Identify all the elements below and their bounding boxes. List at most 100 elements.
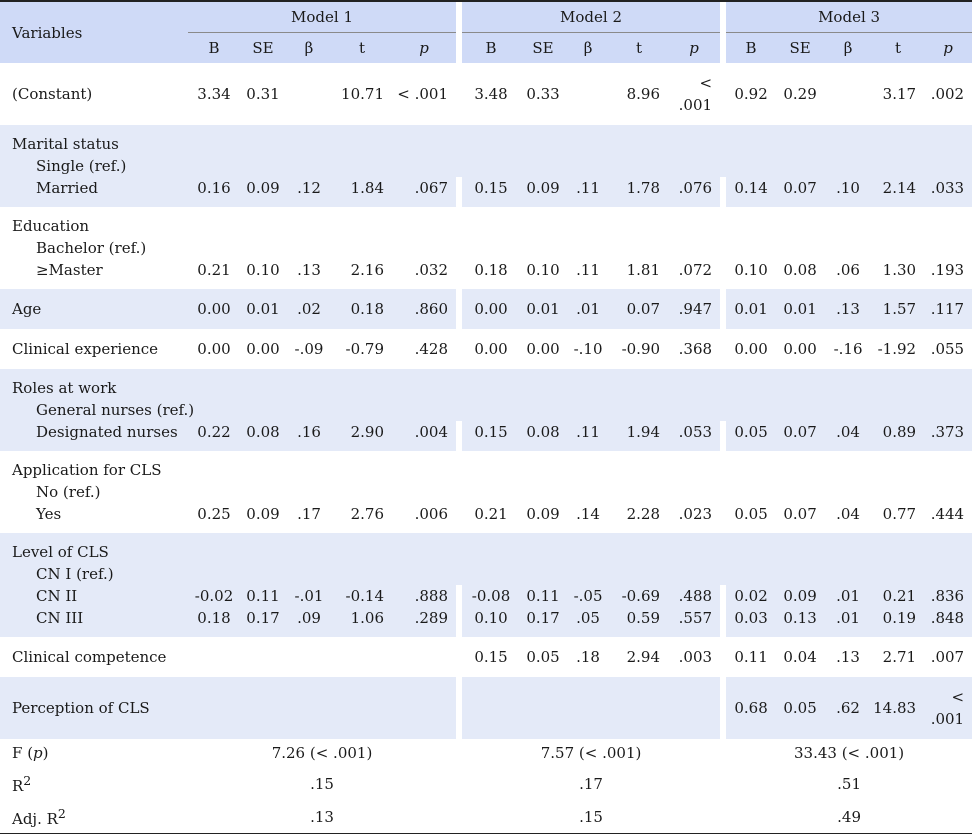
cell-beta	[286, 637, 332, 677]
cell-b: 0.21	[197, 261, 231, 279]
cell-se: 0.31	[246, 85, 280, 103]
cell-p: < .001	[924, 677, 972, 739]
cell-p: .053	[668, 421, 721, 451]
cell-t	[332, 677, 392, 739]
stat-header: B	[726, 32, 777, 63]
cell-b: -0.08	[462, 585, 521, 607]
cell-b: 0.18	[188, 607, 240, 637]
row-label: Single (ref.)	[0, 155, 188, 177]
cell-beta: .09	[286, 607, 332, 637]
cell-t: 1.84	[332, 177, 392, 207]
cell-p: .488	[668, 585, 721, 607]
cell-p: .003	[678, 648, 713, 666]
top-rule	[0, 0, 972, 2]
cell-b: 0.00	[188, 289, 240, 329]
cell-beta	[286, 63, 332, 125]
table-row: Education	[0, 207, 972, 237]
cell-se: 0.07	[776, 421, 825, 451]
cell-b: 0.05	[726, 421, 777, 451]
stat-header: p	[392, 32, 457, 63]
row-label: Perception of CLS	[0, 677, 188, 739]
row-label: Adj. R2	[12, 806, 66, 828]
table-row: Married 0.16 0.09.12 1.84.067 0.15 0.09.11 1.…	[0, 177, 972, 207]
cell-t: 0.07	[610, 289, 669, 329]
fit-value: .13	[310, 807, 334, 826]
cell-p: .067	[392, 177, 457, 207]
cell-b: 0.01	[726, 289, 777, 329]
cell-b: 0.00	[462, 289, 521, 329]
cell-p: .072	[678, 261, 713, 279]
cell-beta: .06	[836, 261, 860, 279]
cell-p: .444	[930, 505, 965, 523]
table-row: General nurses (ref.)	[0, 399, 972, 421]
cell-t: -0.90	[621, 340, 661, 358]
fit-row-r2: R2 .15 .17 .51	[0, 767, 972, 800]
table-row: No (ref.)	[0, 481, 972, 503]
cell-beta: .01	[824, 607, 873, 637]
fit-value: 7.26 (< .001)	[271, 744, 373, 762]
cell-se: 0.00	[783, 340, 817, 358]
cell-t: 14.83	[872, 677, 925, 739]
fit-row-f: F (p) 7.26 (< .001) 7.57 (< .001) 33.43 …	[0, 739, 972, 767]
cell-beta: -.05	[566, 585, 611, 607]
cell-t: 1.78	[610, 177, 669, 207]
cell-p	[392, 637, 456, 677]
cell-se: 0.05	[526, 648, 560, 666]
row-label: R2	[12, 773, 32, 795]
row-label: Level of CLS	[0, 533, 188, 563]
cell-beta: .62	[824, 677, 873, 739]
cell-beta: .10	[824, 177, 873, 207]
cell-beta: .04	[824, 421, 873, 451]
cell-beta: .05	[566, 607, 611, 637]
row-label: (Constant)	[12, 85, 93, 103]
cell-beta: -.09	[294, 340, 324, 358]
table-row: CN III 0.18 0.17.09 1.06.289 0.10 0.17.05 0.5…	[0, 607, 972, 637]
cell-t	[332, 637, 392, 677]
cell-se: 0.13	[776, 607, 825, 637]
row-label: Application for CLS	[12, 461, 162, 479]
row-label: CN III	[0, 607, 188, 637]
cell-t: 10.71	[341, 85, 384, 103]
cell-p: .193	[930, 261, 965, 279]
fit-value: .15	[579, 807, 603, 826]
cell-b: 0.00	[734, 340, 768, 358]
cell-p: < .001	[397, 85, 449, 103]
cell-p	[668, 677, 721, 739]
cell-p: < .001	[678, 74, 713, 114]
cell-p: .373	[924, 421, 972, 451]
row-label: ≥Master	[36, 261, 103, 279]
cell-t: 0.59	[610, 607, 669, 637]
cell-p: .888	[392, 585, 457, 607]
cell-b: 0.03	[726, 607, 777, 637]
cell-beta: .11	[566, 177, 611, 207]
fit-value: .17	[579, 774, 603, 793]
table-row: Clinical competence 0.15 0.05 .18 2.94 .003 0…	[0, 637, 972, 677]
cell-b: 3.48	[474, 85, 508, 103]
cell-t: 2.28	[626, 505, 661, 523]
cell-b: -0.02	[188, 585, 240, 607]
cell-se: 0.29	[783, 85, 817, 103]
cell-b: 0.68	[726, 677, 777, 739]
cell-p: .055	[930, 340, 965, 358]
cell-se: 0.08	[783, 261, 817, 279]
cell-se: 0.09	[520, 177, 567, 207]
cell-se: 0.04	[783, 648, 817, 666]
header-variables: Variables	[0, 2, 188, 63]
cell-p: .428	[414, 340, 449, 358]
cell-b: 0.11	[734, 648, 768, 666]
fit-value: .51	[837, 774, 861, 793]
cell-b: 0.02	[726, 585, 777, 607]
cell-b: 0.21	[474, 505, 508, 523]
stat-header: β	[286, 32, 332, 63]
cell-t: 1.57	[872, 289, 925, 329]
cell-p: .860	[392, 289, 457, 329]
cell-p: .004	[392, 421, 457, 451]
cell-b: 0.00	[197, 340, 231, 358]
cell-b: 0.22	[188, 421, 240, 451]
cell-beta: .12	[286, 177, 332, 207]
cell-t: 1.30	[882, 261, 917, 279]
stat-header: β	[824, 32, 873, 63]
cell-b: 0.92	[734, 85, 768, 103]
stat-header: B	[462, 32, 521, 63]
